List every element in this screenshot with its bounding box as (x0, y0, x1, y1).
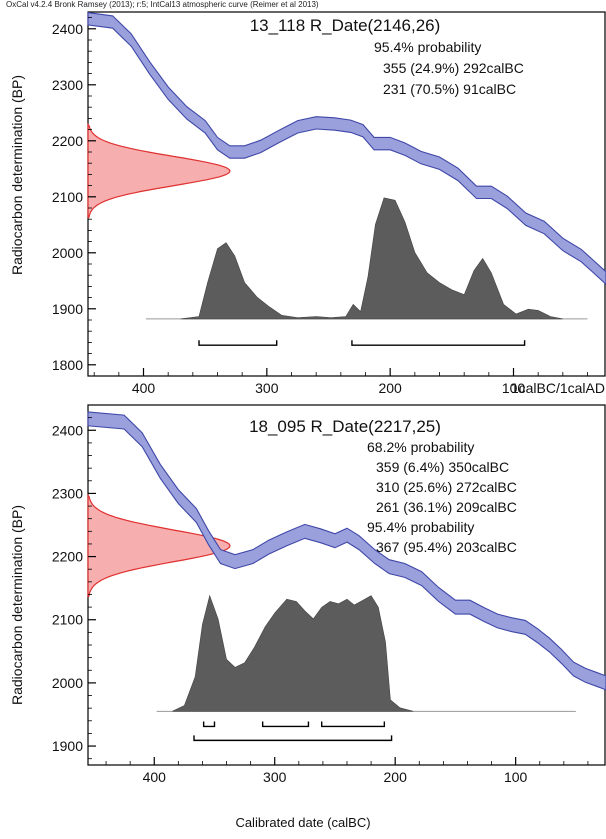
x-axis-label: Calibrated date (calBC) (235, 815, 371, 830)
y-tick-label: 2000 (52, 675, 83, 691)
x-tick-label: 200 (378, 380, 402, 396)
range-bracket (202, 721, 216, 728)
y-tick-label: 1900 (52, 738, 83, 754)
radiocarbon-distribution (87, 122, 231, 219)
oxcal-header: OxCal v4.2.4 Bronk Ramsey (2013); r:5; I… (6, 0, 319, 9)
calibrated-probability (172, 594, 414, 712)
chart-title: 18_095 R_Date(2217,25) (249, 417, 441, 436)
range-annotation: 261 (36.1%) 209calBC (376, 499, 517, 515)
x-tick-label: 100 (504, 769, 528, 785)
y-tick-label: 2400 (52, 21, 83, 37)
x-tick-label: 400 (132, 380, 156, 396)
range-bracket (198, 340, 278, 346)
range-bracket (261, 721, 310, 728)
y-tick-label: 2200 (52, 549, 83, 565)
x-tick-label: 300 (255, 380, 279, 396)
calibration-chart-18-095: 1900 2000 2100 2200 2300 2400 400 300 200 100 Radi… (9, 404, 606, 785)
y-tick-label: 1800 (52, 357, 83, 373)
y-tick-label: 1900 (52, 301, 83, 317)
range-annotation: 310 (25.6%) 272calBC (376, 479, 517, 495)
y-tick-label: 2000 (52, 245, 83, 261)
x-tick-label: 200 (384, 769, 408, 785)
range-bracket (193, 735, 393, 742)
range-annotation: 367 (95.4%) 203calBC (376, 539, 517, 555)
calibration-chart-13-118: 1800 1900 2000 2100 2200 2300 2400 400 300 200 100… (9, 11, 606, 396)
probability-heading: 95.4% probability (374, 39, 481, 55)
y-tick-label: 2100 (52, 189, 83, 205)
y-tick-label: 2300 (52, 77, 83, 93)
plot-frame (87, 11, 606, 377)
y-axis-label: Radiocarbon determination (BP) (9, 75, 25, 275)
x-tick-label: 300 (263, 769, 287, 785)
range-annotation: 359 (6.4%) 350calBC (376, 459, 509, 475)
chart-title: 13_118 R_Date(2146,26) (250, 16, 441, 35)
y-tick-label: 2400 (52, 422, 83, 438)
range-bracket (321, 721, 386, 728)
range-bracket (351, 340, 526, 346)
range-annotation: 231 (70.5%) 91calBC (383, 81, 516, 97)
x-tick-label: 100 (502, 380, 526, 396)
y-tick-label: 2200 (52, 133, 83, 149)
probability-heading: 95.4% probability (367, 519, 474, 535)
radiocarbon-distribution (87, 493, 231, 598)
probability-heading: 68.2% probability (367, 439, 474, 455)
x-tick-label: 400 (143, 769, 167, 785)
calibration-curve-band (87, 411, 606, 691)
y-tick-label: 2300 (52, 485, 83, 501)
calibrated-probability (180, 197, 563, 320)
y-tick-label: 2100 (52, 612, 83, 628)
range-annotation: 355 (24.9%) 292calBC (383, 60, 524, 76)
calibration-curve-band (87, 11, 606, 285)
y-axis-label: Radiocarbon determination (BP) (9, 505, 25, 705)
x-end-label: 1calBC/1calAD (511, 380, 605, 396)
